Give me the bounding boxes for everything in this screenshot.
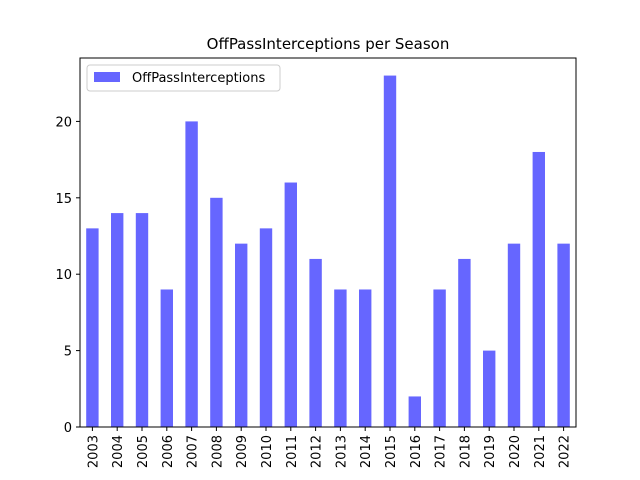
bar-2014: [359, 289, 372, 427]
x-tick-label: 2020: [508, 435, 523, 468]
x-tick-label: 2015: [384, 435, 399, 468]
bar-2020: [507, 243, 521, 427]
x-tick-label: 2011: [285, 435, 300, 468]
bars-group: [86, 75, 570, 428]
legend: OffPassInterceptions: [86, 64, 281, 92]
bar-2008: [210, 197, 223, 427]
x-tick-label: 2013: [334, 435, 349, 468]
x-tick-label: 2009: [235, 435, 250, 468]
bar-2006: [160, 289, 173, 427]
bar-2004: [111, 213, 124, 427]
x-tick-label: 2022: [558, 435, 573, 468]
bar-2018: [458, 258, 471, 427]
x-tick-label: 2017: [434, 435, 449, 468]
x-tick-label: 2014: [359, 435, 374, 468]
bar-2005: [135, 213, 149, 427]
bar-2012: [309, 258, 322, 427]
x-tick-label: 2016: [409, 435, 424, 468]
bar-2021: [532, 151, 545, 428]
bar-2017: [433, 289, 446, 427]
x-tick-label: 2018: [458, 435, 473, 468]
legend-label: OffPassInterceptions: [132, 71, 265, 86]
x-tick-label: 2003: [86, 435, 101, 468]
legend-swatch: [94, 72, 120, 82]
bar-2011: [284, 182, 297, 427]
x-tick-label: 2012: [310, 435, 325, 468]
x-axis: 2003 2004 2005 2006 2007 2008 2009 2010 2011 2012…: [86, 427, 573, 468]
x-tick-label: 2004: [111, 435, 126, 468]
y-tick-label: 0: [64, 421, 72, 436]
y-tick-label: 5: [64, 345, 72, 360]
x-tick-label: 2010: [260, 435, 275, 468]
x-tick-label: 2019: [483, 435, 498, 468]
bar-2013: [334, 289, 347, 427]
bar-2015: [383, 75, 397, 428]
chart-title: OffPassInterceptions per Season: [207, 35, 450, 53]
bar-2010: [259, 228, 273, 427]
x-tick-label: 2007: [186, 435, 201, 468]
bar-2019: [483, 350, 496, 427]
legend-box: [86, 64, 281, 92]
y-axis: 0 5 10 15 20: [55, 115, 80, 436]
bar-2016: [408, 396, 421, 427]
x-tick-label: 2006: [161, 435, 176, 468]
x-tick-label: 2008: [210, 435, 225, 468]
bar-2007: [185, 121, 198, 427]
y-tick-label: 10: [55, 268, 72, 283]
bar-2003: [86, 228, 99, 427]
x-tick-label: 2005: [136, 435, 151, 468]
y-tick-label: 20: [55, 115, 72, 130]
y-tick-label: 15: [55, 192, 72, 207]
bar-2009: [235, 243, 248, 427]
bar-2022: [557, 243, 570, 427]
plot-frame: [79, 57, 577, 428]
x-tick-label: 2021: [533, 435, 548, 468]
